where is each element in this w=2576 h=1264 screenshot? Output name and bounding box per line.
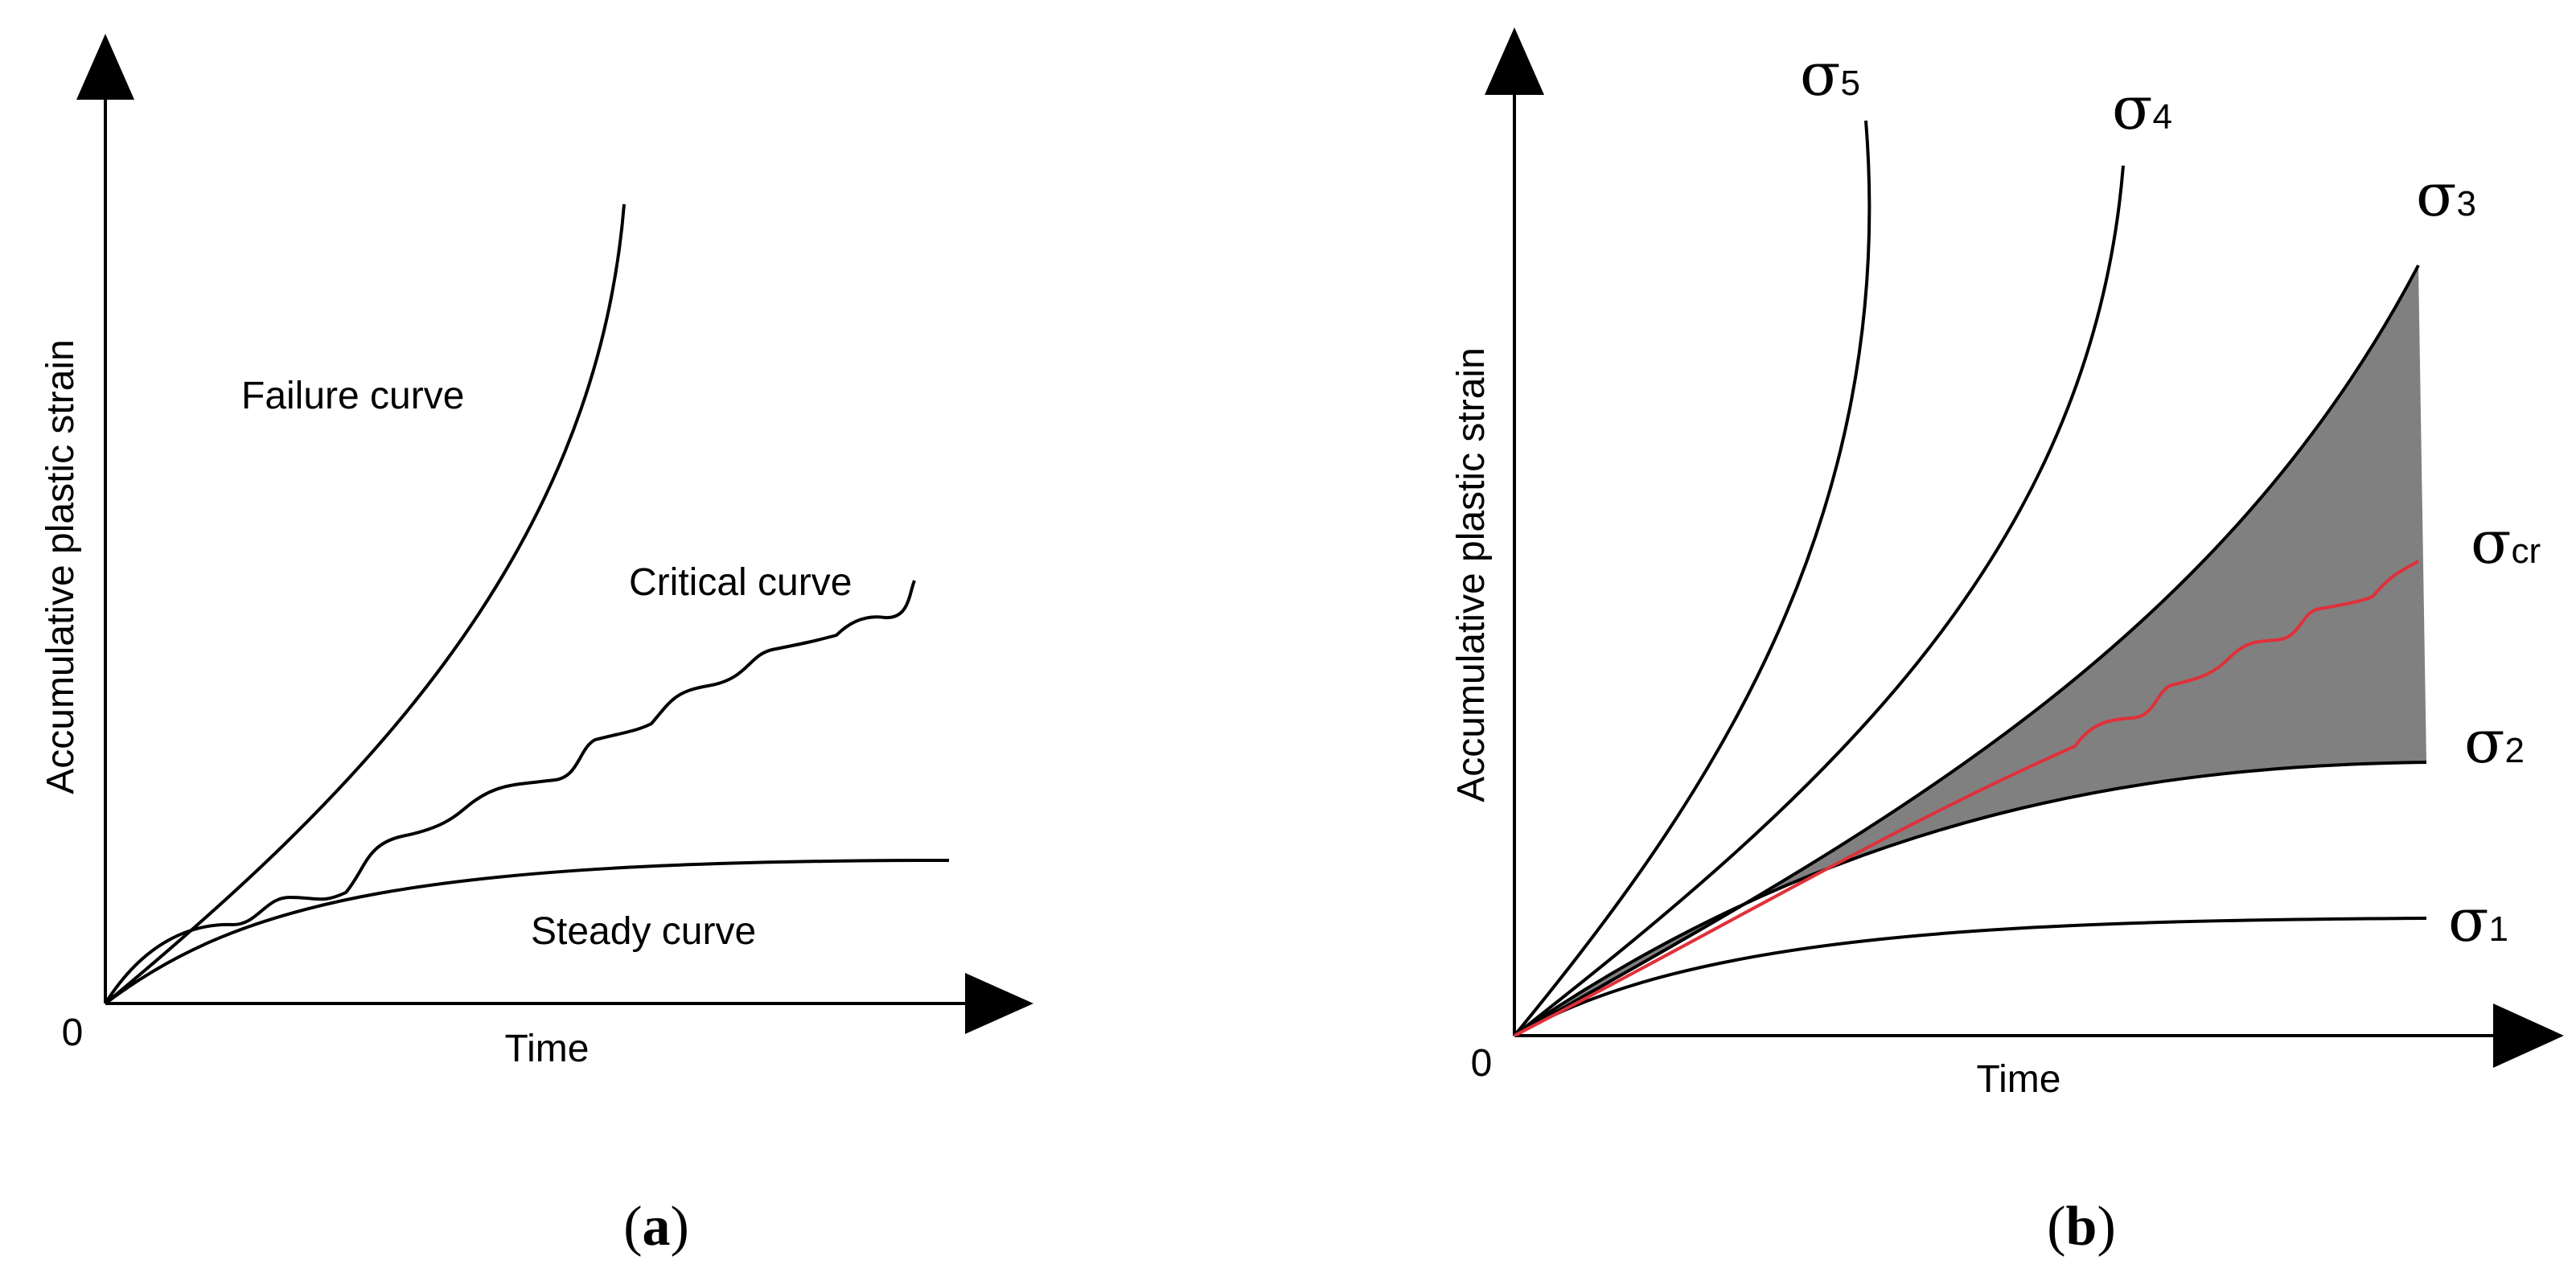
panel-b-sigma4-label: σ4 bbox=[2112, 74, 2172, 143]
panel-b-shaded-region bbox=[1514, 265, 2426, 1036]
panel-b-x-arrow bbox=[2493, 1003, 2564, 1068]
panel-a-steady-curve bbox=[104, 859, 950, 1005]
panel-b-sigma4-curve bbox=[1513, 165, 2125, 1037]
panel-b-sigma3-label: σ3 bbox=[2416, 161, 2476, 230]
panel-b-caption: (b) bbox=[2047, 1196, 2116, 1258]
panel-b: σ5 σ4 σ3 σcr σ2 σ1 Accumulative plastic … bbox=[1450, 27, 2564, 1258]
panel-b-sigma2-curve bbox=[1513, 761, 2427, 1037]
panel-a-critical-curve bbox=[104, 580, 916, 1005]
panel-a-failure-label: Failure curve bbox=[241, 375, 464, 417]
panel-b-sigma5-curve bbox=[1513, 120, 1871, 1037]
panel-a-steady-label: Steady curve bbox=[531, 910, 756, 953]
panel-b-x-label: Time bbox=[1977, 1058, 2061, 1101]
panel-a-origin-label: 0 bbox=[62, 1012, 84, 1054]
panel-b-y-arrow bbox=[1485, 27, 1544, 95]
panel-b-sigmacr-label: σcr bbox=[2471, 508, 2541, 577]
panel-a-x-arrow bbox=[965, 973, 1033, 1034]
panel-a-x-label: Time bbox=[505, 1028, 590, 1070]
panel-a-y-arrow bbox=[76, 34, 134, 100]
panel-a-critical-label: Critical curve bbox=[629, 561, 852, 604]
panel-b-sigma2-label: σ2 bbox=[2464, 708, 2525, 777]
panel-a: Accumulative plastic strain Time 0 Failu… bbox=[39, 34, 1033, 1258]
panel-b-sigma3-curve bbox=[1514, 265, 2420, 1037]
panel-a-y-label: Accumulative plastic strain bbox=[39, 339, 82, 794]
panel-b-critical-curve bbox=[1514, 560, 2420, 1037]
panel-b-sigma5-label: σ5 bbox=[1800, 40, 1860, 109]
panel-b-sigma1-curve bbox=[1513, 917, 2427, 1037]
panel-b-origin-label: 0 bbox=[1471, 1042, 1493, 1085]
panel-a-failure-curve bbox=[104, 203, 626, 1005]
panel-a-caption: (a) bbox=[623, 1196, 689, 1258]
panel-b-y-label: Accumulative plastic strain bbox=[1450, 347, 1493, 802]
panel-b-sigma1-label: σ1 bbox=[2448, 886, 2508, 955]
